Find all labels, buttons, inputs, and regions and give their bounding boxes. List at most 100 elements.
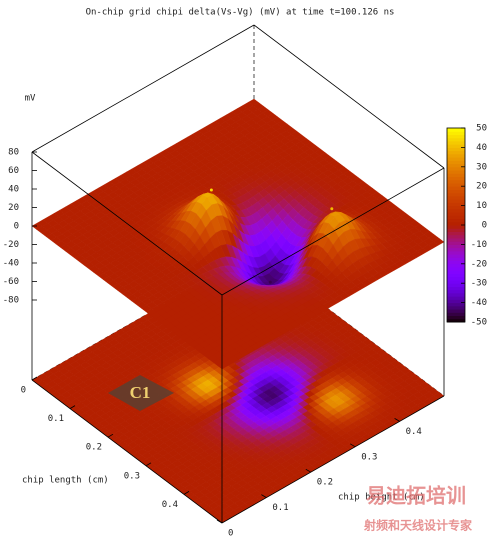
- colorbar-cell: [447, 273, 465, 278]
- z-tick-label: 20: [8, 203, 19, 213]
- y-tick-label: 0: [228, 529, 233, 537]
- colorbar-cell: [447, 144, 465, 148]
- colorbar-cell: [447, 315, 465, 320]
- y-tick: [394, 418, 400, 422]
- colorbar-tick-label: 50: [476, 124, 487, 134]
- colorbar-tick-label: 20: [476, 182, 487, 192]
- colorbar-tick-label: -50: [471, 318, 487, 328]
- colorbar-tick-label: -20: [471, 259, 487, 269]
- colorbar-cell: [447, 283, 465, 287]
- colorbar-cell: [447, 189, 465, 194]
- y-tick: [305, 468, 312, 473]
- colorbar-cell: [447, 134, 465, 139]
- annotation: C1: [130, 383, 151, 402]
- colorbar-tick-label: -40: [471, 298, 487, 308]
- x-tick: [145, 462, 152, 467]
- z-tick-label: -80: [3, 296, 19, 306]
- colorbar-cell: [447, 170, 465, 174]
- colorbar-tick-label: 10: [476, 201, 487, 211]
- colorbar-cell: [447, 244, 465, 249]
- colorbar-cell: [447, 312, 465, 317]
- colorbar-tick-label: 40: [476, 143, 487, 153]
- colorbar-cell: [447, 179, 465, 184]
- colorbar-cell: [447, 157, 465, 161]
- colorbar-cell: [447, 147, 465, 152]
- watermark-title: 易迪拓培训: [366, 484, 466, 508]
- colorbar-cell: [447, 237, 465, 242]
- colorbar-cell: [447, 267, 465, 271]
- colorbar-cell: [447, 234, 465, 239]
- colorbar-cell: [447, 231, 465, 236]
- surface-extremum: [268, 280, 272, 284]
- surface-extremum: [330, 207, 334, 211]
- colorbar-cell: [447, 176, 465, 181]
- y-tick-label: 0.3: [361, 452, 377, 462]
- z-axis-label: mV: [25, 94, 36, 104]
- x-tick-label: 0.1: [48, 414, 64, 424]
- box-edge: [31, 151, 223, 296]
- colorbar-cell: [447, 309, 465, 313]
- colorbar-cell: [447, 140, 465, 145]
- colorbar-cell: [447, 270, 465, 274]
- colorbar-cell: [447, 218, 465, 223]
- colorbar-cell: [447, 276, 465, 281]
- z-tick-label: 80: [8, 148, 19, 158]
- colorbar-tick-label: -30: [471, 279, 487, 289]
- z-tick-label: 60: [8, 166, 19, 176]
- colorbar-cell: [447, 215, 465, 220]
- box-edge: [253, 24, 445, 169]
- colorbar-cell: [447, 137, 465, 142]
- colorbar-cell: [447, 150, 465, 155]
- watermark-subtitle: 射频和天线设计专家: [363, 518, 473, 533]
- colorbar-cell: [447, 212, 465, 216]
- colorbar-cell: [447, 182, 465, 187]
- x-tick-label: 0.3: [124, 471, 140, 481]
- surface-extremum: [209, 188, 213, 192]
- colorbar-cell: [447, 286, 465, 291]
- y-axis-label: chip height (cm): [338, 493, 425, 503]
- colorbar-cell: [447, 279, 465, 284]
- colorbar-cell: [447, 296, 465, 300]
- z-tick-label: 0: [14, 222, 19, 232]
- surface-layer: [31, 25, 445, 524]
- y-tick: [349, 443, 356, 448]
- colorbar-cell: [447, 195, 465, 200]
- x-tick-label: 0.2: [86, 443, 102, 453]
- colorbar-cell: [447, 166, 465, 171]
- colorbar-cell: [447, 202, 465, 207]
- box-edge: [221, 395, 445, 524]
- colorbar-cell: [447, 186, 465, 190]
- colorbar-cell: [447, 318, 465, 323]
- z-tick-label: 40: [8, 185, 19, 195]
- colorbar-cell: [447, 225, 465, 229]
- colorbar-tick-label: 30: [476, 162, 487, 172]
- z-tick-label: -20: [3, 240, 19, 250]
- colorbar-cell: [447, 221, 465, 226]
- y-tick-label: 0.1: [272, 503, 288, 513]
- z-tick-label: -40: [3, 259, 19, 269]
- y-tick: [216, 519, 223, 524]
- colorbar-cell: [447, 173, 465, 177]
- colorbar-cell: [447, 292, 465, 297]
- colorbar-cell: [447, 299, 465, 304]
- box-edge: [31, 379, 223, 524]
- colorbar-tick-label: -10: [471, 240, 487, 250]
- colorbar-cell: [447, 163, 465, 168]
- colorbar-cell: [447, 208, 465, 213]
- colorbar-cell: [447, 128, 465, 132]
- x-tick: [183, 491, 190, 495]
- colorbar-tick-label: 0: [482, 221, 487, 231]
- x-tick: [107, 433, 114, 438]
- x-tick: [69, 405, 76, 409]
- colorbar-cell: [447, 305, 465, 310]
- colorbar-cell: [447, 160, 465, 165]
- colorbar-cell: [447, 205, 465, 210]
- box-edge: [31, 24, 255, 153]
- colorbar-cell: [447, 302, 465, 307]
- colorbar-cell: [447, 254, 465, 258]
- annotation-marker: [108, 375, 174, 411]
- y-tick: [261, 494, 267, 498]
- colorbar-cell: [447, 289, 465, 294]
- x-tick-label: 0: [21, 386, 26, 396]
